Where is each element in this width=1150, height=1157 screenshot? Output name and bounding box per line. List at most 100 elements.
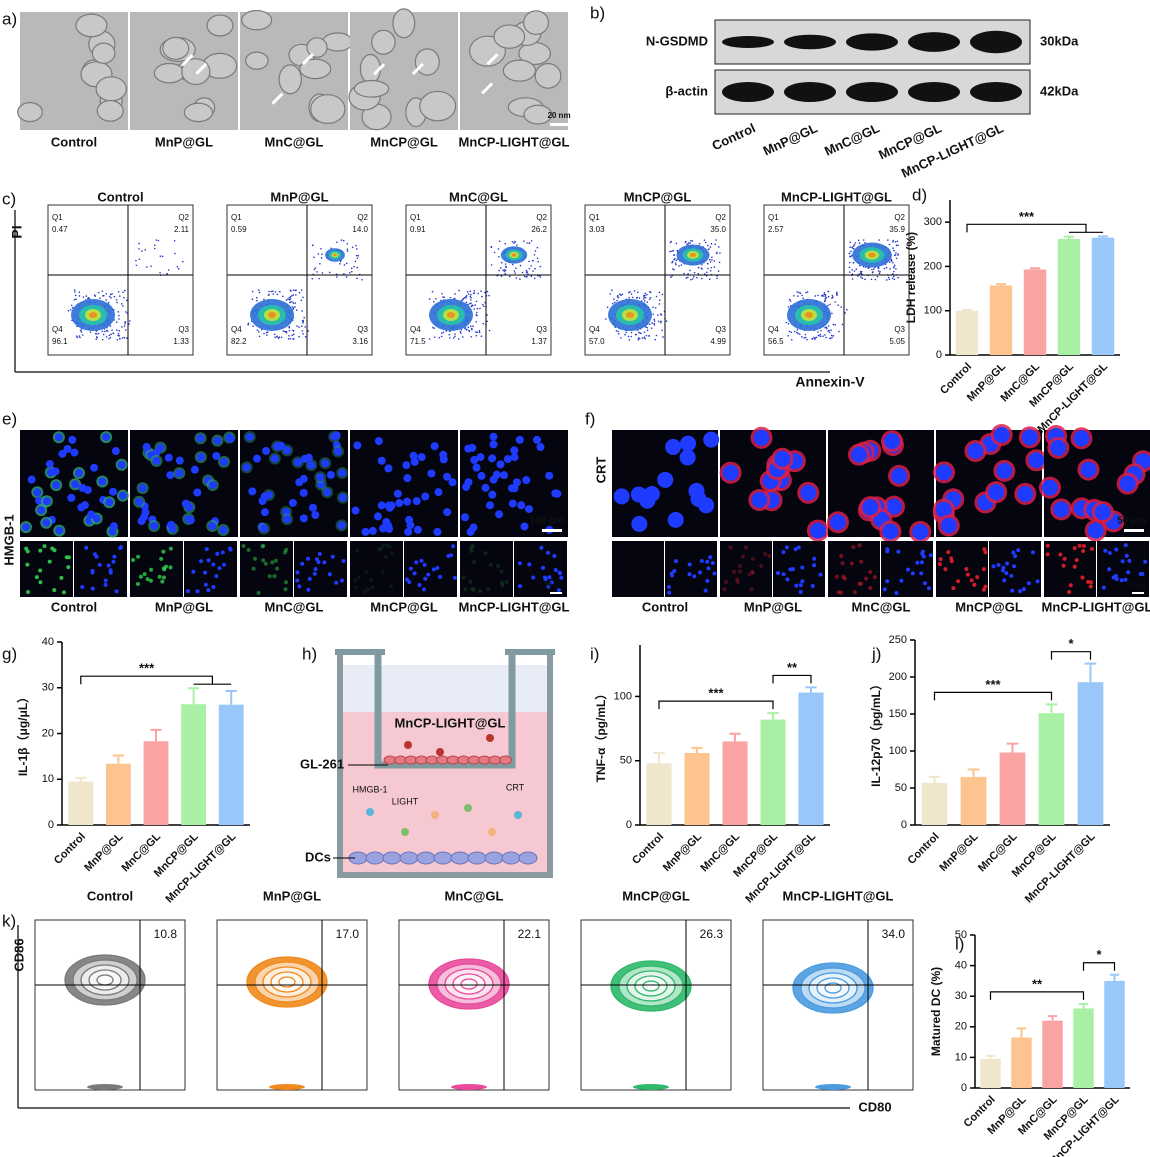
event (321, 272, 324, 274)
event (470, 305, 473, 308)
nucleus (472, 463, 481, 472)
event (787, 322, 790, 325)
nucleus (517, 501, 526, 510)
event (118, 329, 121, 332)
cell-dot (463, 587, 468, 592)
event (818, 334, 820, 337)
event (630, 335, 633, 338)
event (270, 290, 273, 293)
panel-label: c) (2, 189, 16, 208)
event (161, 255, 164, 258)
event (621, 293, 624, 296)
event (459, 330, 462, 333)
event (617, 294, 619, 297)
event (468, 329, 470, 332)
cell (306, 37, 328, 58)
event (109, 325, 112, 327)
cell-dot (354, 585, 359, 590)
quadrant-name: Q4 (410, 325, 421, 334)
event (888, 243, 891, 246)
nucleus (117, 460, 126, 469)
event (345, 276, 348, 278)
cell-dot (317, 552, 322, 557)
event (145, 266, 148, 268)
cell-dot (1004, 571, 1009, 576)
event (488, 329, 491, 332)
event (181, 260, 184, 263)
event (448, 333, 451, 336)
event (274, 336, 276, 338)
event (700, 267, 703, 269)
nucleus (393, 489, 402, 498)
dc-cell (416, 851, 436, 865)
cell (181, 58, 211, 86)
cell-dot (90, 568, 95, 573)
cell-dot (38, 548, 43, 553)
event (897, 276, 899, 279)
quadrant-value: 10.8 (154, 927, 178, 941)
event (73, 298, 76, 301)
event (711, 256, 713, 258)
nucleus (316, 473, 325, 482)
event (301, 310, 303, 312)
panel-label: j) (871, 644, 881, 663)
cell-dot (417, 582, 422, 587)
nucleus (334, 447, 343, 456)
event (825, 326, 828, 329)
event (804, 333, 807, 336)
y-tick-label: 150 (889, 708, 907, 720)
band (784, 82, 836, 102)
event (293, 338, 295, 340)
nucleus (98, 477, 107, 486)
dc-cell (433, 851, 453, 865)
cell-dot (414, 560, 419, 565)
event (457, 338, 460, 340)
event (123, 296, 125, 299)
protein-label: N-GSDMD (646, 33, 708, 48)
group-label: MnCP-LIGHT@GL (459, 134, 570, 149)
event (848, 271, 851, 273)
event (673, 269, 675, 271)
event (361, 278, 363, 281)
cell-dot (1107, 550, 1112, 555)
cell-dot (272, 574, 277, 579)
event (817, 331, 819, 333)
event (289, 337, 292, 340)
stain-label: HMGB-1 (1, 514, 16, 565)
cell (523, 10, 550, 35)
error-bar (75, 776, 87, 782)
quadrant-name: Q1 (52, 213, 63, 222)
error-bar (729, 732, 741, 742)
event (627, 335, 630, 338)
nucleus (212, 451, 221, 460)
scale-bar-label: 50 μm (544, 582, 564, 589)
error-bar (928, 775, 941, 783)
nucleus (481, 483, 490, 492)
cell-dot (740, 554, 745, 559)
event (432, 300, 435, 303)
event (521, 271, 524, 274)
nucleus (382, 518, 391, 527)
event (825, 336, 827, 339)
panel-label: h) (302, 644, 317, 663)
event (255, 296, 258, 299)
nucleus (78, 483, 87, 492)
nucleus (996, 462, 1013, 479)
band (846, 33, 898, 51)
significance-label: * (1068, 636, 1074, 651)
bar (1073, 1008, 1094, 1088)
nucleus (403, 497, 412, 506)
x-tick-label: MnP@GL (82, 831, 125, 874)
event (471, 328, 473, 331)
cell-dot (747, 572, 752, 577)
event (75, 298, 77, 301)
event (834, 324, 836, 326)
cell-dot (352, 578, 357, 583)
event (291, 300, 293, 303)
nucleus (1073, 430, 1090, 447)
event (617, 330, 619, 333)
nucleus (262, 446, 271, 455)
cell-dot (408, 566, 413, 571)
nucleus (421, 492, 430, 501)
cell-dot (750, 569, 755, 574)
